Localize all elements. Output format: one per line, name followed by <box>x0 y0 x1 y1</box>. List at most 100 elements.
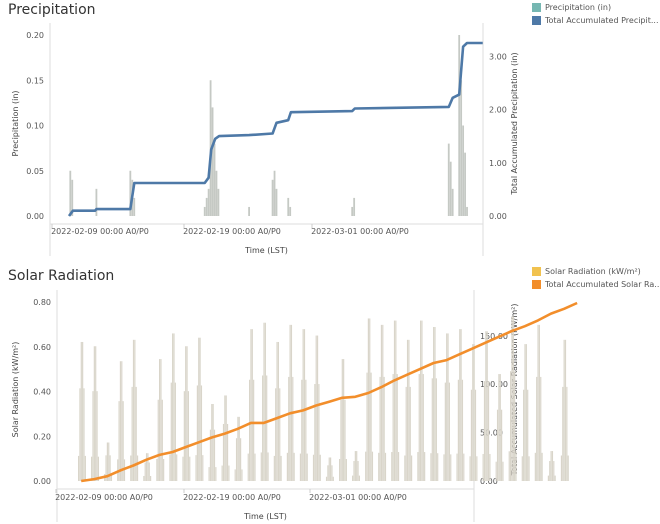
y-tick-label: 0.15 <box>26 76 44 85</box>
solar-radiation-bar <box>240 438 242 481</box>
legend-item-solar-radiation[interactable]: Solar Radiation (kW/m²) <box>532 265 660 278</box>
solar-radiation-bar <box>264 322 266 481</box>
precipitation-bar <box>215 170 218 216</box>
solar-radiation-bar <box>209 429 212 481</box>
solar-radiation-bar <box>121 361 123 481</box>
solar-radiation-bar <box>91 456 93 481</box>
solar-radiation-bar <box>498 374 500 481</box>
legend-item-precipitation[interactable]: Precipitation (in) <box>532 1 659 14</box>
solar-radiation-bar <box>357 461 359 481</box>
solar-radiation-bar <box>160 359 162 481</box>
solar-radiation-bar <box>525 344 527 481</box>
solar-radiation-bar <box>118 401 120 481</box>
precipitation-bar <box>129 170 132 216</box>
solar-radiation-bar <box>173 333 175 481</box>
solar-radiation-legend: Solar Radiation (kW/m²) Total Accumulate… <box>532 265 660 291</box>
precipitation-bar <box>273 170 276 216</box>
x-axis-title: Time (LST) <box>244 246 288 255</box>
solar-radiation-bar <box>443 454 445 481</box>
solar-radiation-bar <box>148 462 150 481</box>
legend-swatch-total-solar-radiation <box>532 280 541 289</box>
solar-radiation-bar <box>551 451 554 481</box>
solar-radiation-bar <box>510 371 512 481</box>
solar-radiation-bar <box>430 453 432 481</box>
solar-radiation-bar <box>339 458 341 481</box>
y2-tick-label: 3.00 <box>489 52 507 61</box>
solar-radiation-bar <box>340 399 342 481</box>
y-tick-label: 0.60 <box>33 343 51 352</box>
solar-radiation-bar <box>514 371 516 481</box>
legend-swatch-precipitation <box>532 3 541 12</box>
solar-radiation-bar <box>456 453 458 481</box>
solar-radiation-bar <box>144 462 146 481</box>
solar-radiation-bar <box>185 346 187 481</box>
solar-radiation-bar <box>421 320 423 481</box>
solar-radiation-bar <box>404 455 406 481</box>
y-tick-label: 0.00 <box>33 477 51 486</box>
solar-radiation-bar <box>382 324 384 481</box>
precipitation-bar <box>353 197 356 216</box>
solar-radiation-bar <box>485 331 487 481</box>
solar-radiation-bar <box>536 376 538 481</box>
solar-radiation-bar <box>341 359 343 481</box>
solar-radiation-bar <box>225 395 227 481</box>
precipitation-bar <box>287 197 290 216</box>
solar-radiation-bar <box>450 454 452 481</box>
precipitation-bar <box>203 206 206 216</box>
solar-radiation-bar <box>417 452 419 481</box>
precipitation-bar <box>133 197 136 216</box>
solar-radiation-bar <box>80 341 82 481</box>
solar-radiation-bar <box>136 455 139 481</box>
solar-radiation-bar <box>234 469 236 481</box>
solar-radiation-bar <box>119 361 122 481</box>
solar-radiation-bar <box>292 376 294 481</box>
solar-radiation-bar <box>356 451 358 481</box>
solar-radiation-bar <box>215 467 217 481</box>
solar-radiation-bar <box>487 381 490 481</box>
solar-radiation-bar <box>132 339 135 481</box>
solar-radiation-bar <box>409 386 411 481</box>
solar-radiation-bar <box>262 375 264 481</box>
solar-radiation-bar <box>325 476 328 481</box>
solar-radiation-bar <box>562 386 564 481</box>
legend-item-total-solar-radiation[interactable]: Total Accumulated Solar Ra... <box>532 278 660 291</box>
legend-swatch-total-precipitation <box>532 16 541 25</box>
y-tick-label: 0.10 <box>26 122 44 131</box>
precipitation-bar <box>451 188 454 216</box>
solar-radiation-bar <box>366 372 368 481</box>
solar-radiation-bar <box>183 391 185 481</box>
solar-radiation-bar <box>315 335 317 481</box>
solar-radiation-bar <box>433 326 435 481</box>
solar-radiation-bar <box>200 385 203 481</box>
solar-radiation-bar <box>483 381 486 481</box>
solar-radiation-bar <box>212 403 214 481</box>
solar-radiation-bar <box>238 416 240 481</box>
solar-radiation-bar <box>358 475 360 481</box>
solar-radiation-bar <box>302 329 304 481</box>
precipitation-bar <box>95 188 98 216</box>
legend-label: Total Accumulated Precipit... <box>545 16 659 25</box>
solar-radiation-bar <box>241 469 243 481</box>
solar-radiation-bar <box>528 456 530 481</box>
solar-radiation-bar <box>299 453 302 481</box>
x-tick-label: 2022-02-19 00:00 A0/P0 <box>183 227 281 236</box>
solar-radiation-bar <box>448 382 450 481</box>
solar-radiation-bar <box>182 456 184 481</box>
solar-radiation-bar <box>354 451 356 481</box>
solar-radiation-bar <box>396 374 398 481</box>
solar-radiation-bar <box>446 333 448 481</box>
solar-radiation-bar <box>143 475 145 481</box>
y2-tick-label: 0.00 <box>489 212 507 221</box>
solar-radiation-bar <box>276 341 278 481</box>
legend-item-total-precipitation[interactable]: Total Accumulated Precipit... <box>532 14 659 27</box>
solar-radiation-bar <box>447 333 449 481</box>
precipitation-bar <box>464 152 466 216</box>
solar-radiation-bars <box>78 316 569 481</box>
solar-radiation-bar <box>211 403 213 481</box>
precipitation-bar <box>271 179 274 216</box>
total-accumulated-solar-radiation-line <box>81 301 578 483</box>
solar-radiation-bar <box>83 388 85 481</box>
solar-radiation-bar <box>406 339 409 481</box>
solar-radiation-bar <box>395 320 397 481</box>
solar-radiation-bar <box>344 399 346 481</box>
